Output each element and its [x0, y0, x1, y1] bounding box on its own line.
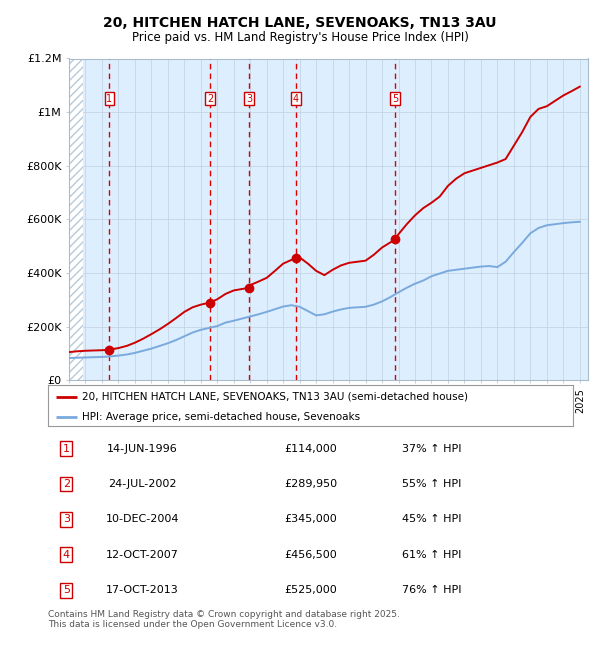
Bar — [69, 0, 588, 58]
Text: 12-OCT-2007: 12-OCT-2007 — [106, 550, 179, 560]
Text: £114,000: £114,000 — [284, 444, 337, 454]
Text: £345,000: £345,000 — [284, 514, 337, 525]
Text: 45% ↑ HPI: 45% ↑ HPI — [401, 514, 461, 525]
Text: 2: 2 — [63, 479, 70, 489]
Bar — [69, 0, 83, 380]
Text: 61% ↑ HPI: 61% ↑ HPI — [401, 550, 461, 560]
Text: 37% ↑ HPI: 37% ↑ HPI — [401, 444, 461, 454]
Text: Contains HM Land Registry data © Crown copyright and database right 2025.
This d: Contains HM Land Registry data © Crown c… — [48, 610, 400, 629]
Text: 24-JUL-2002: 24-JUL-2002 — [108, 479, 177, 489]
Text: 4: 4 — [293, 94, 299, 104]
Text: £525,000: £525,000 — [284, 585, 337, 595]
Text: 10-DEC-2004: 10-DEC-2004 — [106, 514, 179, 525]
Text: 20, HITCHEN HATCH LANE, SEVENOAKS, TN13 3AU: 20, HITCHEN HATCH LANE, SEVENOAKS, TN13 … — [103, 16, 497, 31]
Text: £456,500: £456,500 — [284, 550, 337, 560]
Text: Price paid vs. HM Land Registry's House Price Index (HPI): Price paid vs. HM Land Registry's House … — [131, 31, 469, 44]
Text: HPI: Average price, semi-detached house, Sevenoaks: HPI: Average price, semi-detached house,… — [82, 412, 360, 422]
Text: 20, HITCHEN HATCH LANE, SEVENOAKS, TN13 3AU (semi-detached house): 20, HITCHEN HATCH LANE, SEVENOAKS, TN13 … — [82, 392, 468, 402]
Text: 14-JUN-1996: 14-JUN-1996 — [107, 444, 178, 454]
Text: 3: 3 — [63, 514, 70, 525]
Text: 76% ↑ HPI: 76% ↑ HPI — [401, 585, 461, 595]
Text: 55% ↑ HPI: 55% ↑ HPI — [401, 479, 461, 489]
Text: 2: 2 — [207, 94, 213, 104]
Text: £289,950: £289,950 — [284, 479, 337, 489]
Text: 3: 3 — [246, 94, 253, 104]
Text: 1: 1 — [63, 444, 70, 454]
Text: 5: 5 — [63, 585, 70, 595]
Text: 1: 1 — [106, 94, 112, 104]
Text: 4: 4 — [63, 550, 70, 560]
Text: 5: 5 — [392, 94, 398, 104]
Text: 17-OCT-2013: 17-OCT-2013 — [106, 585, 179, 595]
